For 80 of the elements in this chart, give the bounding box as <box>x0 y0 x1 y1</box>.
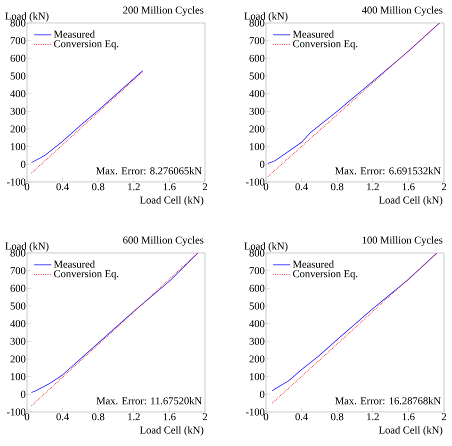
annotation: Max. Error: 16.28768kN <box>335 397 441 404</box>
x-tick-label: 0.8 <box>331 183 344 190</box>
y-tick-label: 100 <box>10 143 26 150</box>
y-tick-label: 0 <box>260 390 264 398</box>
x-tick-label: 1.2 <box>128 413 140 420</box>
legend-label: Conversion Eq. <box>293 40 358 50</box>
y-tick-label: 200 <box>10 355 26 363</box>
y-tick-label: 300 <box>10 338 26 345</box>
x-tick-label: 0.4 <box>56 413 69 420</box>
y-tick-label: 300 <box>250 338 264 345</box>
y-tick-label: 400 <box>10 320 26 328</box>
y-tick-label: 600 <box>10 54 26 62</box>
chart-title: 600 Million Cycles <box>123 236 204 246</box>
x-tick-label: 1.2 <box>367 413 379 420</box>
y-tick-label: 400 <box>249 90 264 98</box>
legend-label: Measured <box>292 30 334 38</box>
chart-title: 100 Million Cycles <box>362 236 442 246</box>
y-tick-label: 700 <box>250 267 264 274</box>
y-tick-label: 200 <box>250 125 264 133</box>
x-axis-title: Load Cell (kN) <box>140 426 204 436</box>
y-tick-label: 0 <box>20 160 26 168</box>
y-tick-label: 0 <box>20 390 26 398</box>
y-tick-label: 500 <box>10 72 26 80</box>
x-tick-label: 1.6 <box>164 413 176 420</box>
x-axis-title: Load Cell (kN) <box>378 426 442 436</box>
y-tick-label: 100 <box>10 373 26 380</box>
x-tick-label: 0.8 <box>331 413 344 420</box>
y-tick-label: 800 <box>10 19 26 27</box>
x-tick-label: 2 <box>202 183 208 190</box>
y-tick-label: 600 <box>250 284 264 292</box>
y-tick-label: -100 <box>246 408 264 416</box>
legend-label: Conversion Eq. <box>54 40 118 50</box>
y-tick-label: 700 <box>10 267 26 274</box>
y-tick-label: -100 <box>6 178 26 186</box>
chart-title: 200 Million Cycles <box>123 6 204 16</box>
legend-label: Measured <box>54 30 95 38</box>
x-tick-label: 1.6 <box>402 183 415 190</box>
y-tick-label: 200 <box>250 355 264 363</box>
y-tick-label: 400 <box>249 320 264 328</box>
y-tick-label: 600 <box>250 54 264 62</box>
x-tick-label: 0.4 <box>295 413 308 420</box>
annotation: Max. Error: 6.691532kN <box>335 167 441 174</box>
legend-label: Conversion Eq. <box>54 270 118 280</box>
y-tick-label: 300 <box>250 108 264 115</box>
y-tick-label: 400 <box>10 90 26 98</box>
legend-label: Measured <box>292 260 334 268</box>
legend-label: Conversion Eq. <box>293 270 358 280</box>
y-tick-label: 200 <box>10 125 26 133</box>
y-tick-label: 600 <box>10 284 26 292</box>
x-tick-label: 1.6 <box>164 183 176 190</box>
y-tick-label: 800 <box>10 249 26 257</box>
y-tick-label: 0 <box>260 160 264 168</box>
y-tick-label: -100 <box>6 408 26 416</box>
x-tick-label: 1.6 <box>402 413 415 420</box>
y-tick-label: -100 <box>246 178 264 186</box>
y-tick-label: 100 <box>250 373 264 380</box>
x-tick-label: 2 <box>442 183 446 190</box>
y-tick-label: 800 <box>249 19 264 27</box>
y-tick-label: 800 <box>249 249 264 257</box>
annotation: Max. Error: 8.276065kN <box>96 167 202 174</box>
x-tick-label: 2 <box>442 413 446 420</box>
x-tick-label: 1.2 <box>367 183 379 190</box>
y-tick-label: 500 <box>250 302 264 310</box>
legend-label: Measured <box>54 260 95 268</box>
x-axis-title: Load Cell (kN) <box>378 196 442 206</box>
y-tick-label: 300 <box>10 108 26 115</box>
y-tick-label: 500 <box>250 72 264 80</box>
x-tick-label: 0.8 <box>92 183 104 190</box>
annotation: Max. Error: 11.67520kN <box>96 397 202 404</box>
y-tick-label: 500 <box>10 302 26 310</box>
x-axis-title: Load Cell (kN) <box>140 196 204 206</box>
x-tick-label: 2 <box>202 413 208 420</box>
x-tick-label: 1.2 <box>128 183 140 190</box>
x-tick-label: 0.4 <box>56 183 69 190</box>
y-tick-label: 700 <box>250 37 264 44</box>
x-tick-label: 0.4 <box>295 183 308 190</box>
y-tick-label: 100 <box>250 143 264 150</box>
chart-title: 400 Million Cycles <box>362 6 442 16</box>
x-tick-label: 0.8 <box>92 413 104 420</box>
y-tick-label: 700 <box>10 37 26 44</box>
